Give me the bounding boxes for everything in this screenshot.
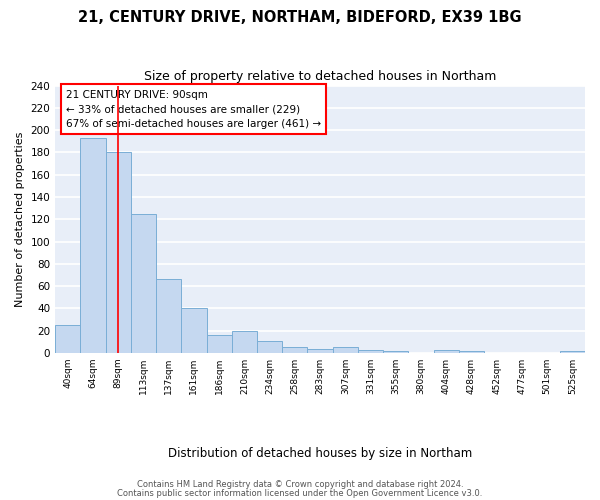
Text: 21, CENTURY DRIVE, NORTHAM, BIDEFORD, EX39 1BG: 21, CENTURY DRIVE, NORTHAM, BIDEFORD, EX… bbox=[78, 10, 522, 25]
Bar bbox=[332, 348, 358, 353]
Bar bbox=[434, 350, 459, 353]
Bar bbox=[156, 280, 181, 353]
Bar bbox=[383, 351, 409, 353]
Text: Contains HM Land Registry data © Crown copyright and database right 2024.: Contains HM Land Registry data © Crown c… bbox=[137, 480, 463, 489]
Y-axis label: Number of detached properties: Number of detached properties bbox=[15, 132, 25, 307]
Bar bbox=[358, 350, 383, 353]
Bar bbox=[181, 308, 206, 353]
Bar bbox=[106, 152, 131, 353]
Text: 21 CENTURY DRIVE: 90sqm
← 33% of detached houses are smaller (229)
67% of semi-d: 21 CENTURY DRIVE: 90sqm ← 33% of detache… bbox=[66, 90, 321, 129]
Text: Contains public sector information licensed under the Open Government Licence v3: Contains public sector information licen… bbox=[118, 488, 482, 498]
X-axis label: Distribution of detached houses by size in Northam: Distribution of detached houses by size … bbox=[168, 447, 472, 460]
Bar bbox=[55, 325, 80, 353]
Bar bbox=[206, 335, 232, 353]
Bar bbox=[307, 348, 332, 353]
Bar bbox=[257, 340, 282, 353]
Bar bbox=[282, 348, 307, 353]
Bar bbox=[232, 330, 257, 353]
Bar bbox=[131, 214, 156, 353]
Bar bbox=[80, 138, 106, 353]
Bar bbox=[459, 351, 484, 353]
Bar bbox=[560, 351, 585, 353]
Title: Size of property relative to detached houses in Northam: Size of property relative to detached ho… bbox=[144, 70, 496, 83]
